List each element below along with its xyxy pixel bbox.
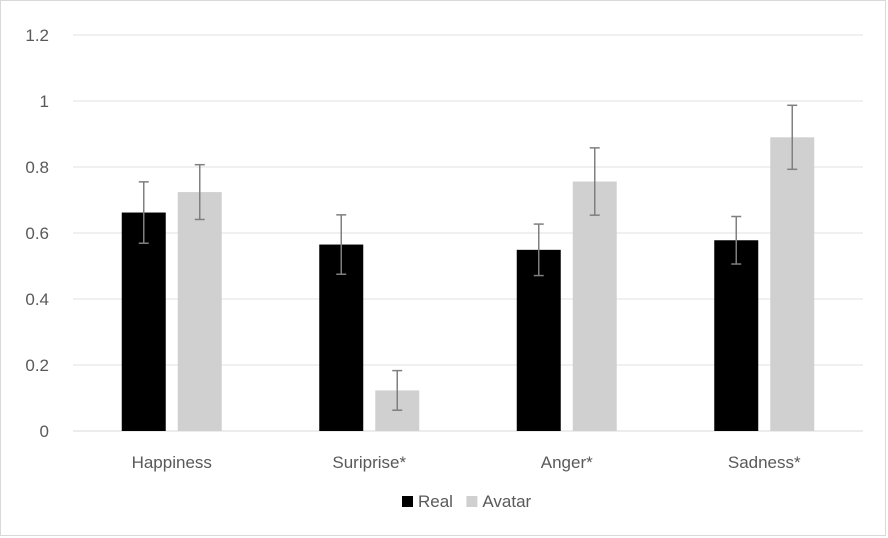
bar-real-anger: [516, 249, 561, 431]
bars: [121, 137, 815, 432]
legend-label-avatar: Avatar: [482, 492, 531, 511]
x-tick-label: Sadness*: [728, 453, 801, 472]
legend-label-real: Real: [418, 492, 453, 511]
x-axis-ticks: Happiness Suriprise* Anger* Sadness*: [132, 453, 801, 472]
legend: Real Avatar: [402, 492, 532, 511]
y-axis-ticks: 0 0.2 0.4 0.6 0.8 1 1.2: [25, 26, 49, 441]
bar-avatar-anger: [572, 181, 617, 431]
bar-real-suriprise: [319, 244, 364, 431]
y-tick-label: 0: [40, 422, 49, 441]
y-tick-label: 1.2: [25, 26, 49, 45]
y-tick-label: 0.2: [25, 356, 49, 375]
legend-swatch-avatar: [466, 496, 478, 507]
x-tick-label: Anger*: [541, 453, 593, 472]
error-bars: [138, 104, 798, 411]
bar-real-sadness: [714, 240, 759, 431]
y-tick-label: 0.4: [25, 290, 49, 309]
y-tick-label: 0.8: [25, 158, 49, 177]
y-tick-label: 0.6: [25, 224, 49, 243]
x-tick-label: Suriprise*: [332, 453, 406, 472]
bar-avatar-happiness: [177, 192, 222, 431]
bar-avatar-sadness: [770, 137, 815, 432]
x-tick-label: Happiness: [132, 453, 212, 472]
bar-real-happiness: [121, 212, 166, 431]
legend-swatch-real: [402, 496, 413, 507]
y-tick-label: 1: [40, 92, 49, 111]
